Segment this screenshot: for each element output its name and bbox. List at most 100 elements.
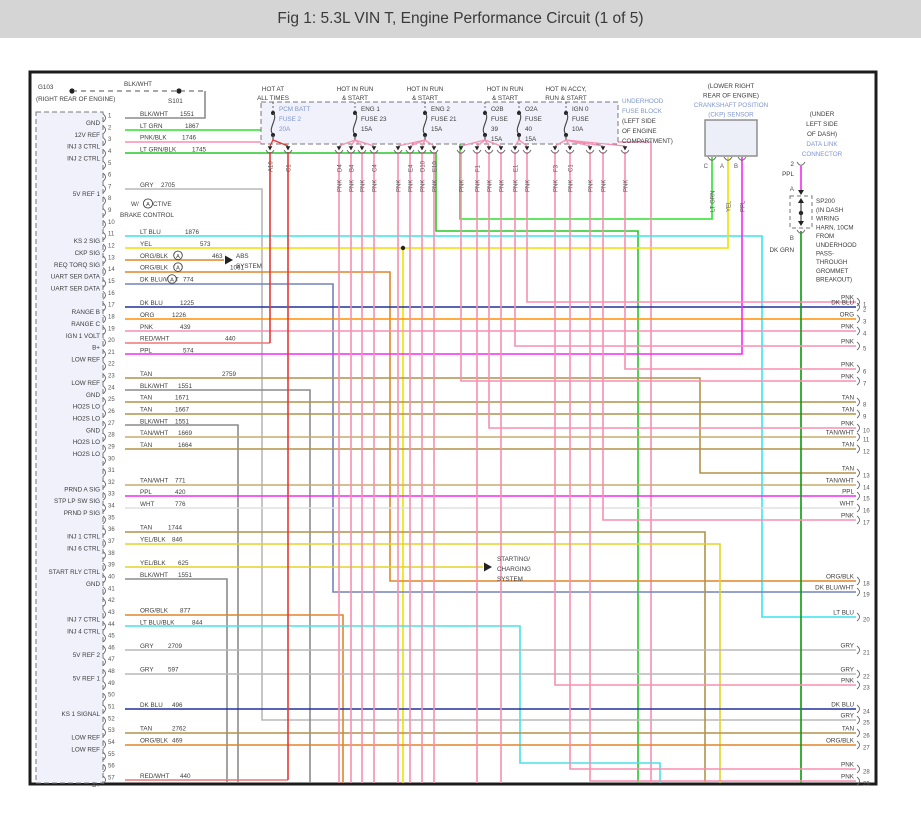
- ckp-location-label: REAR OF ENGINE): [703, 93, 759, 100]
- fuse-output-pin-label: D4: [338, 164, 344, 172]
- right-pin-bracket: [856, 728, 860, 738]
- wire-blk-wht: [125, 424, 239, 783]
- pcm-pin-number: 30: [108, 456, 115, 462]
- circuit-number-label: 2759: [222, 371, 237, 378]
- pcm-signal-label: LOW REF: [71, 356, 100, 363]
- right-pin-number: 11: [863, 438, 870, 444]
- fuse-element-icon: [563, 112, 569, 135]
- pnk-wire-label: PNK: [350, 180, 356, 192]
- pcm-pin-number: 48: [108, 669, 115, 675]
- circuit-number-label: 2762: [172, 726, 187, 733]
- power-state-label: & START: [412, 95, 438, 102]
- fan-arrow-icon: [567, 146, 573, 151]
- fuse-block-note: FUSE BLOCK: [622, 108, 663, 115]
- fuse-output-bracket: [346, 149, 356, 154]
- pcm-signal-label: GND: [86, 392, 100, 399]
- pcm-pin-number: 10: [108, 220, 115, 226]
- pcm-pin-number: 6: [108, 173, 112, 179]
- fuse-block-note: UNDERHOOD: [622, 98, 664, 105]
- circuit-number-label: 496: [172, 702, 183, 709]
- pcm-signal-label: INJ 6 CTRL: [67, 546, 100, 553]
- pcm-pin-bracket: [102, 184, 106, 194]
- figure-title-text: Fig 1: 5.3L VIN T, Engine Performance Ci…: [277, 10, 644, 27]
- ckp-pin-bracket: [723, 156, 733, 161]
- fuse-fan-wire: [484, 139, 490, 147]
- fuse-output-bracket: [598, 149, 608, 154]
- right-wire-color-label: PNK: [841, 295, 855, 302]
- fuse-output-pin-label: F3: [554, 164, 560, 172]
- right-wire-color-label: TAN: [842, 466, 855, 473]
- fuse-output-bracket: [283, 149, 293, 154]
- fuse-fan-wire: [484, 139, 502, 147]
- fuse-output-bracket: [550, 149, 560, 154]
- wire-color-label: ORG/BLK: [140, 607, 169, 614]
- ckp-pin-letter: C: [704, 164, 709, 170]
- junction-dot: [400, 245, 406, 251]
- wire-color-label: YEL/BLK: [140, 537, 166, 544]
- fan-arrow-icon: [486, 146, 492, 151]
- pcm-pin-bracket: [102, 420, 106, 430]
- wire-color-label: ORG: [140, 312, 154, 319]
- right-wire-color-label: PNK: [841, 762, 855, 769]
- pcm-pin-bracket: [102, 196, 106, 206]
- pcm-pin-number: 14: [108, 267, 115, 273]
- dlc-name-label: CONNECTOR: [802, 151, 843, 158]
- active-brake-label: BRAKE CONTROL: [120, 212, 174, 219]
- pcm-signal-label: INJ 4 CTRL: [67, 628, 100, 635]
- pcm-pin-bracket: [102, 633, 106, 643]
- pcm-pin-number: 3: [108, 137, 112, 143]
- pcm-pin-number: 16: [108, 291, 115, 297]
- pcm-pin-bracket: [102, 550, 106, 560]
- right-pin-bracket: [856, 341, 860, 351]
- fuse-output-pin-label: C4: [373, 164, 379, 172]
- pcm-pin-bracket: [102, 468, 106, 477]
- wire-pnk-drop: [602, 152, 856, 521]
- pcm-pin-bracket: [102, 231, 106, 241]
- wire-pnk-drop: [554, 152, 856, 686]
- pcm-pin-number: 20: [108, 338, 115, 344]
- fan-arrow-icon: [419, 146, 425, 151]
- pcm-pin-bracket: [102, 763, 106, 773]
- pcm-signal-label: IGN 1 VOLT: [66, 333, 100, 340]
- splice-arrow-icon: [798, 190, 804, 195]
- option-marker-icon: [173, 250, 183, 261]
- wire-blk-wht: [125, 578, 228, 783]
- pcm-pin-number: 26: [108, 409, 115, 415]
- fuse-name-label: O2A: [525, 106, 538, 113]
- right-wire-color-label: TAN: [842, 395, 855, 402]
- wire-color-label: YEL/BLK: [140, 560, 166, 567]
- fuse-name-label: 15A: [525, 136, 537, 143]
- pcm-pin-bracket: [102, 480, 106, 489]
- dlc-location-label: (UNDER: [810, 111, 835, 118]
- pcm-signal-label: LOW REF: [71, 746, 100, 753]
- wire-org-blk: [125, 271, 856, 582]
- fuse-fan-wire: [350, 139, 356, 147]
- circuit-number-label: 877: [180, 607, 191, 614]
- circuit-number-label: 463: [212, 253, 223, 260]
- wire-color-label: DK BLU/WHT: [140, 276, 179, 283]
- fuse-output-pin-label: E10: [433, 161, 439, 172]
- right-pin-number: 9: [863, 415, 867, 421]
- pcm-pin-number: 51: [108, 705, 115, 711]
- pcm-pin-bracket: [102, 645, 106, 655]
- right-pin-number: 28: [863, 770, 870, 776]
- pcm-pin-number: 52: [108, 716, 115, 722]
- circuit-number-label: 573: [200, 241, 211, 248]
- pcm-pin-number: 35: [108, 515, 115, 521]
- pcm-signal-label: INJ 2 CTRL: [67, 155, 100, 162]
- wire-color-label: LT BLU: [140, 229, 161, 236]
- wire-gry: [125, 188, 856, 721]
- wire-color-label: BLK/WHT: [140, 383, 168, 390]
- fuse-output-pin-label: C1: [287, 164, 293, 172]
- pcm-pin-number: 57: [108, 775, 115, 781]
- dlc-wire-color-label: PPL: [782, 171, 794, 178]
- pcm-signal-label: RANGE C: [71, 321, 100, 328]
- right-pin-number: 20: [863, 618, 870, 624]
- circuit-number-label: 1061: [230, 265, 245, 272]
- wire-color-label: DK BLU: [140, 300, 163, 307]
- pcm-pin-bracket: [102, 361, 106, 371]
- fuse-output-bracket: [369, 149, 379, 154]
- right-wire-color-label: PPL: [842, 489, 854, 496]
- fuse-element-icon: [270, 112, 276, 135]
- pcm-pin-number: 2: [108, 125, 112, 131]
